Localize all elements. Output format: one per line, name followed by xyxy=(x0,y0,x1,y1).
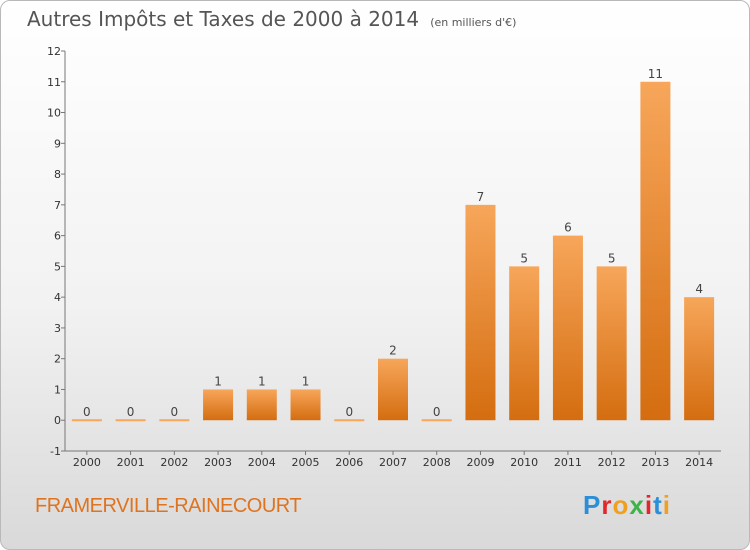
x-tick-label: 2003 xyxy=(204,456,232,469)
logo-letter: i xyxy=(644,490,654,520)
y-tick-label: 2 xyxy=(54,353,61,366)
bar xyxy=(246,389,277,421)
chart-title: Autres Impôts et Taxes de 2000 à 2014 xyxy=(27,7,420,31)
y-tick-label: 4 xyxy=(54,291,61,304)
y-tick-label: 1 xyxy=(54,383,61,396)
y-tick-label: 12 xyxy=(47,45,61,58)
bars xyxy=(71,81,715,422)
logo-letter: r xyxy=(601,490,613,520)
x-axis: 2000 2001 2002 2003 2004 2005 2006 2007 2008 2009… xyxy=(65,450,721,469)
title-block: Autres Impôts et Taxes de 2000 à 2014 (e… xyxy=(27,7,516,31)
y-tick-label: 0 xyxy=(54,414,61,427)
data-label: 0 xyxy=(127,405,135,419)
bar xyxy=(203,389,234,421)
x-tick-label: 2005 xyxy=(292,456,320,469)
data-label: 0 xyxy=(433,405,441,419)
y-tick-label: -1 xyxy=(50,445,61,458)
y-tick-label: 11 xyxy=(47,76,61,89)
x-tick-label: 2004 xyxy=(248,456,276,469)
x-tick-label: 2007 xyxy=(379,456,407,469)
bar xyxy=(640,81,671,421)
x-tick-label: 2008 xyxy=(423,456,451,469)
y-tick-label: 3 xyxy=(54,322,61,335)
bar xyxy=(465,204,496,421)
x-tick-label: 2009 xyxy=(466,456,494,469)
x-tick-label: 2010 xyxy=(510,456,538,469)
logo-letter: P xyxy=(583,490,602,520)
bar xyxy=(552,235,583,421)
data-label: 2 xyxy=(389,344,397,358)
logo-letter: x xyxy=(629,490,645,520)
logo-letter: o xyxy=(612,490,630,520)
bar xyxy=(378,358,408,421)
commune-name: FRAMERVILLE-RAINECOURT xyxy=(35,495,302,517)
x-tick-label: 2011 xyxy=(554,456,582,469)
y-tick-label: 10 xyxy=(47,107,61,120)
x-tick-label: 2013 xyxy=(641,456,669,469)
data-label: 0 xyxy=(83,405,91,419)
bar xyxy=(596,266,627,421)
bar xyxy=(684,297,715,421)
data-label: 0 xyxy=(345,405,353,419)
data-label: 1 xyxy=(258,374,266,388)
y-tick-label: 9 xyxy=(54,137,61,150)
x-tick-label: 2012 xyxy=(598,456,626,469)
y-tick-label: 5 xyxy=(54,260,61,273)
logo-letter: t xyxy=(653,490,663,520)
x-tick-label: 2000 xyxy=(73,456,101,469)
y-tick-label: 7 xyxy=(54,199,61,212)
data-label: 4 xyxy=(695,282,703,296)
y-tick-label: 6 xyxy=(54,230,61,243)
logo-letter: i xyxy=(662,490,671,520)
data-label: 0 xyxy=(171,405,179,419)
data-label: 1 xyxy=(214,374,222,388)
data-label: 5 xyxy=(520,251,528,265)
bar xyxy=(509,266,540,421)
data-label: 6 xyxy=(564,221,572,235)
chart-subtitle: (en milliers d'€) xyxy=(430,16,517,29)
y-tick-label: 8 xyxy=(54,168,61,181)
data-label: 5 xyxy=(608,251,616,265)
proxiti-logo[interactable]: Proxiti xyxy=(583,490,671,521)
x-tick-label: 2006 xyxy=(335,456,363,469)
x-tick-label: 2001 xyxy=(117,456,145,469)
x-tick-label: 2014 xyxy=(685,456,713,469)
bar xyxy=(290,389,321,421)
data-label: 11 xyxy=(648,67,663,81)
data-label: 1 xyxy=(302,374,310,388)
x-tick-label: 2002 xyxy=(160,456,188,469)
data-label: 7 xyxy=(477,190,485,204)
